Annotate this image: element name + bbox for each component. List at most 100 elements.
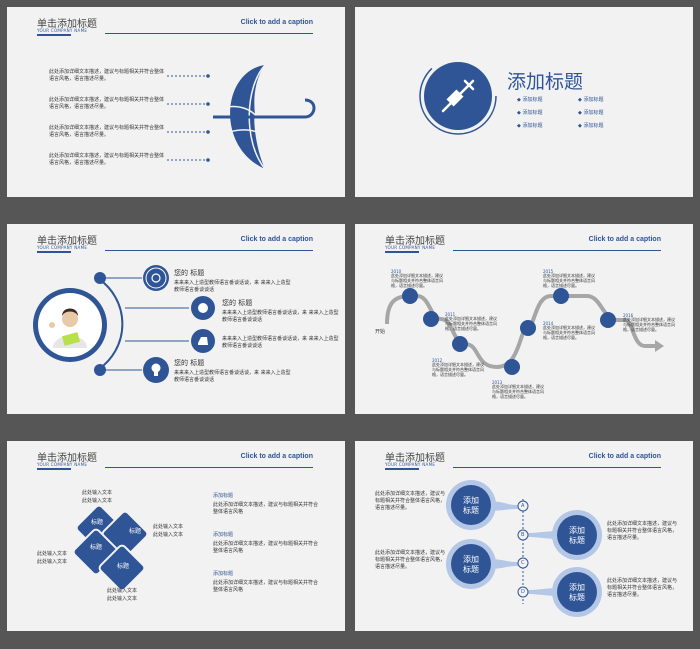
input-text: 此处输入文本 xyxy=(153,532,184,538)
company-name: YOUR COMPANY NAME xyxy=(385,245,436,250)
diamond-label: 标题 xyxy=(129,528,142,535)
diamond-diagram xyxy=(72,504,149,592)
diamond-label: 标题 xyxy=(117,563,130,570)
slide-10[interactable]: 单击添加标题 YOUR COMPANY NAME Click to add a … xyxy=(355,224,693,414)
item-text: 来来来入上造型教师语言番谈话谈，来 来来入上造型教师语言番谈谈话 xyxy=(222,310,339,323)
list-item: 此处添加详细文本描述，建议与标题相关并符合整体语言风格，语言描述尽量。 xyxy=(49,69,165,82)
step-letter: A xyxy=(521,503,525,509)
title-underline xyxy=(37,251,71,253)
item-title: 您的 标题 xyxy=(222,299,253,307)
item-text: 此处添加详细文本描述，建议与标题相关并符合整体语言风格 xyxy=(213,580,319,593)
item-text: 来来来入上造型教师语言番谈话谈，来 来来入上造型教师语言番谈谈话 xyxy=(222,336,339,349)
item-title: 添加标题 xyxy=(213,532,234,538)
slide-11[interactable]: 单击添加标题 YOUR COMPANY NAME Click to add a … xyxy=(7,441,345,631)
caption-text: Click to add a caption xyxy=(240,19,313,26)
company-name: YOUR COMPANY NAME xyxy=(385,462,436,467)
list-item: ◆ 添加标题 xyxy=(578,123,604,129)
item-title: 您的 标题 xyxy=(174,359,205,367)
list-item: ◆ 添加标题 xyxy=(578,97,604,103)
step-text: 此处添加详细文本描述，建议与标题相关并符合整体语言风格，语言描述尽量。 xyxy=(375,491,446,511)
step-text: 此处添加详细文本描述，建议与标题相关并符合整体语言风格，语言描述尽量。 xyxy=(375,550,446,570)
title-underline xyxy=(37,34,71,36)
caption-text: Click to add a caption xyxy=(240,453,313,460)
list-item: ◆ 添加标题 xyxy=(517,110,543,116)
doctor-photo xyxy=(49,308,87,348)
circle-label: 添加 标题 xyxy=(463,496,479,515)
step-letter: D xyxy=(521,589,525,595)
step-text: 此处添加详细文本描述，建议与标题相关并符合整体语言风格，语言描述尽量。 xyxy=(607,578,678,598)
timeline-text: 此处添加详细文本描述，建议与标题相关并符合整体语言风格，语言描述尽量。 xyxy=(623,317,675,332)
input-text: 此处输入文本 xyxy=(82,498,113,504)
circle-label: 添加 标题 xyxy=(569,526,585,545)
caption-text: Click to add a caption xyxy=(588,453,661,460)
timeline-year: 2010 xyxy=(391,269,402,274)
list-item: 此处添加详细文本描述，建议与标题相关并符合整体语言风格，语言描述尽量。 xyxy=(49,97,165,110)
company-name: YOUR COMPANY NAME xyxy=(37,462,88,467)
slide-title: 单击添加标题 xyxy=(37,19,97,30)
caption-text: Click to add a caption xyxy=(588,236,661,243)
company-name: YOUR COMPANY NAME xyxy=(37,245,88,250)
list-item: 此处添加详细文本描述，建议与标题相关并符合整体语言风格，语言描述尽量。 xyxy=(49,125,165,138)
timeline-text: 此处添加详细文本描述，建议与标题相关并符合整体语言风格，语言描述尽量。 xyxy=(391,273,443,288)
timeline-graphic xyxy=(385,288,664,375)
title-underline xyxy=(37,468,71,470)
title-underline xyxy=(385,468,419,470)
header-rule xyxy=(105,33,313,34)
slide-12[interactable]: 单击添加标题 YOUR COMPANY NAME Click to add a … xyxy=(355,441,693,631)
timeline-year: 2012 xyxy=(432,358,443,363)
list-item: 此处添加详细文本描述，建议与标题相关并符合整体语言风格，语言描述尽量。 xyxy=(49,153,165,166)
slide-title: 单击添加标题 xyxy=(37,236,97,247)
company-name: YOUR COMPANY NAME xyxy=(37,28,88,33)
item-text: 来来来入上造型教师语言番谈话谈，来 来来入上造型教师语言番谈谈话 xyxy=(174,370,291,383)
diamond-label: 标题 xyxy=(90,544,103,551)
profile-diagram xyxy=(33,265,215,383)
list-item: ◆ 添加标题 xyxy=(517,123,543,129)
input-text: 此处输入文本 xyxy=(37,559,68,565)
header-rule xyxy=(105,467,313,468)
slide-heading: 添加标题 xyxy=(507,71,584,93)
step-letter: B xyxy=(521,532,525,538)
umbrella-graphic xyxy=(167,64,316,170)
item-text: 此处添加详细文本描述，建议与标题相关并符合整体语言风格 xyxy=(213,541,319,554)
start-label: 开始 xyxy=(375,329,386,335)
diamond-label: 标题 xyxy=(91,519,104,526)
circle-label: 添加 标题 xyxy=(463,555,479,574)
syringe-icon xyxy=(419,57,497,135)
input-text: 此处输入文本 xyxy=(107,596,138,602)
list-item: ◆ 添加标题 xyxy=(578,110,604,116)
slide-9[interactable]: 单击添加标题 YOUR COMPANY NAME Click to add a … xyxy=(7,224,345,414)
list-item: ◆ 添加标题 xyxy=(517,97,543,103)
header-rule xyxy=(105,250,313,251)
input-text: 此处输入文本 xyxy=(107,588,138,594)
timeline-text: 此处添加详细文本描述，建议与标题相关并符合整体语言风格，语言描述尽量。 xyxy=(543,325,595,340)
slide-8[interactable]: 添加标题 ◆ 添加标题 ◆ 添加标题 ◆ 添加标题 ◆ 添加标题 ◆ 添加标题 … xyxy=(355,7,693,197)
timeline-text: 此处添加详细文本描述，建议与标题相关并符合整体语言风格，语言描述尽量。 xyxy=(543,273,595,288)
item-text: 此处添加详细文本描述，建议与标题相关并符合整体语言风格 xyxy=(213,502,319,515)
timeline-text: 此处添加详细文本描述，建议与标题相关并符合整体语言风格，语言描述尽量。 xyxy=(432,362,484,377)
timeline-text: 此处添加详细文本描述，建议与标题相关并符合整体语言风格，语言描述尽量。 xyxy=(445,316,497,331)
circle-label: 添加 标题 xyxy=(569,583,585,602)
input-text: 此处输入文本 xyxy=(153,524,184,530)
title-underline xyxy=(385,251,419,253)
slide-title: 单击添加标题 xyxy=(37,453,97,464)
process-diagram xyxy=(446,480,602,617)
step-text: 此处添加详细文本描述，建议与标题相关并符合整体语言风格，语言描述尽量。 xyxy=(607,521,678,541)
timeline-year: 2015 xyxy=(543,269,554,274)
timeline-year: 2016 xyxy=(623,313,634,318)
timeline-year: 2011 xyxy=(445,312,456,317)
input-text: 此处输入文本 xyxy=(37,551,68,557)
item-text: 来来来入上造型教师语言番谈话谈，来 来来入上造型教师语言番谈谈话 xyxy=(174,280,291,293)
timeline-text: 此处添加详细文本描述，建议与标题相关并符合整体语言风格，语言描述尽量。 xyxy=(492,384,544,399)
timeline-year: 2014 xyxy=(543,321,554,326)
input-text: 此处输入文本 xyxy=(82,490,113,496)
slide-title: 单击添加标题 xyxy=(385,453,445,464)
step-letter: C xyxy=(521,560,525,566)
item-title: 添加标题 xyxy=(213,493,234,499)
slide-title: 单击添加标题 xyxy=(385,236,445,247)
slide-7[interactable]: 单击添加标题 YOUR COMPANY NAME Click to add a … xyxy=(7,7,345,197)
item-title: 添加标题 xyxy=(213,571,234,577)
caption-text: Click to add a caption xyxy=(240,236,313,243)
timeline-year: 2013 xyxy=(492,380,503,385)
item-title: 您的 标题 xyxy=(174,269,205,277)
header-rule xyxy=(453,250,661,251)
